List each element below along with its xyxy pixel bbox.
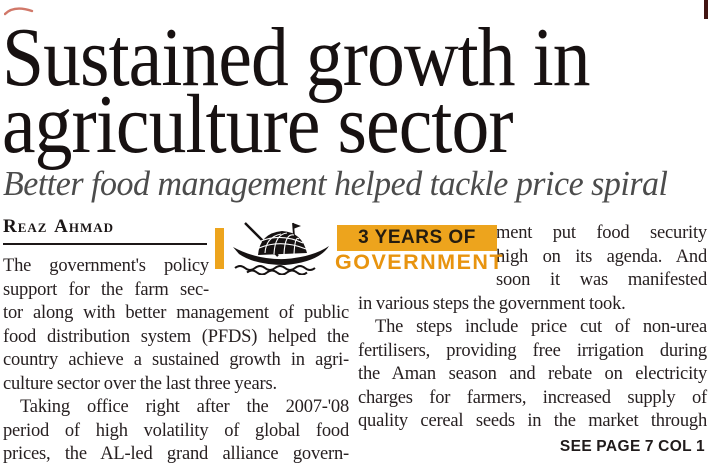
- body-line: food distribution system (PFDS) helped t…: [3, 326, 349, 347]
- body-line: fertilisers, providing free irrigation d…: [358, 340, 707, 361]
- body-line: The government's policy: [3, 256, 209, 276]
- body-line: Taking office right after the 2007-'08: [20, 397, 349, 417]
- body-line: high on its agenda. And: [496, 246, 707, 267]
- body-line: in various steps the government took.: [358, 293, 626, 314]
- body-text-left: The government's policy support for the …: [3, 255, 349, 467]
- body-line: country achieve a sustained growth in ag…: [3, 350, 349, 370]
- government-anniversary-logo: 3 YEARS OF GOVERNMENT: [215, 221, 505, 276]
- body-line: support for the farm sec-: [3, 279, 209, 300]
- body-line: quality cereal seeds in the market throu…: [358, 411, 707, 431]
- column-left: Reaz Ahmad The government's policy suppo…: [3, 216, 349, 467]
- anniversary-badge: 3 YEARS OF GOVERNMENT: [335, 221, 505, 276]
- body-line: soon it was manifested: [496, 270, 707, 290]
- headline-line1: Sustained growth in: [2, 11, 591, 104]
- badge-years-label: 3 YEARS OF: [337, 225, 497, 251]
- continuation-reference: SEE PAGE 7 COL 1: [559, 437, 705, 455]
- body-line: ment put food security: [496, 223, 707, 243]
- headline-line2: agriculture sector: [2, 78, 514, 171]
- subheadline: Better food management helped tackle pri…: [3, 164, 668, 203]
- body-line: The steps include price cut of non-urea: [375, 317, 707, 337]
- body-line: the Aman season and rebate on electricit…: [358, 364, 707, 384]
- body-line: culture sector over the last three years…: [3, 373, 277, 394]
- crop-mark-left-icon: [4, 7, 34, 16]
- badge-government-label: GOVERNMENT: [335, 250, 505, 274]
- wrap-around-logo-left: The government's policy support for the …: [3, 255, 209, 302]
- body-line: tor along with better management of publ…: [3, 303, 349, 323]
- logo-accent-bar: [215, 228, 224, 269]
- byline-rule: [3, 243, 207, 245]
- body-line: period of high volatility of global food: [3, 420, 349, 441]
- boat-icon: [233, 222, 329, 275]
- body-line: prices, the AL-led grand alliance govern…: [3, 444, 349, 464]
- page-title: Sustained growth in agriculture sector: [2, 11, 655, 171]
- byline: Reaz Ahmad: [3, 216, 115, 237]
- column-right: ment put food security high on its agend…: [358, 222, 707, 458]
- wrap-around-logo-right: ment put food security high on its agend…: [496, 222, 707, 293]
- crop-mark-right: [704, 0, 708, 19]
- body-line: charges for farmers, increased supply of: [358, 387, 707, 408]
